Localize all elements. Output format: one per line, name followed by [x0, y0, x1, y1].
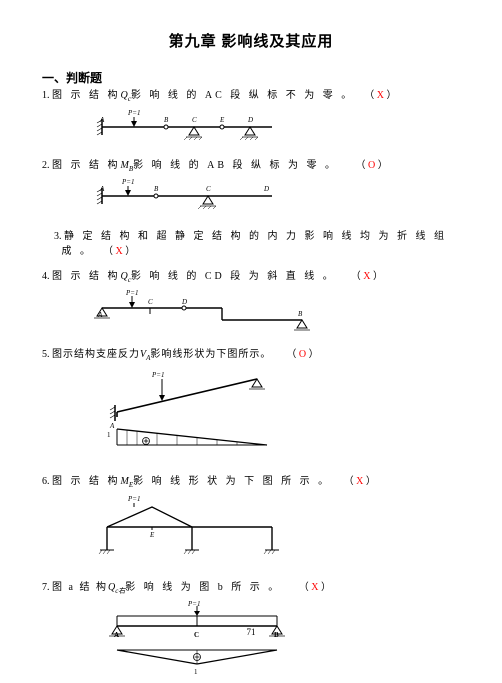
svg-text:E: E: [219, 116, 225, 124]
q4-num: 4.: [42, 271, 50, 282]
diagram-1: A B C E D P=1: [92, 109, 460, 148]
question-7: 7. 图 a 结 构Qc右影 响 线 为 图 b 所 示 。 （ X ）: [42, 580, 460, 597]
diagram-5: P=1 A 1: [92, 367, 460, 464]
q1-num: 1.: [42, 90, 50, 101]
q6-num: 6.: [42, 476, 50, 487]
q7-sub: c右: [115, 587, 125, 595]
q1-paren-close: ）: [384, 90, 397, 101]
svg-text:P=1: P=1: [127, 495, 141, 503]
q4-paren-close: ）: [370, 271, 383, 282]
q2-prefix: 图 示 结 构: [52, 160, 121, 171]
q5-num: 5.: [42, 349, 50, 360]
q7-num: 7.: [42, 582, 50, 593]
svg-text:B: B: [298, 310, 303, 318]
q7-paren-open: （: [299, 582, 312, 593]
q2-paren-close: ）: [375, 160, 388, 171]
q7-suffix: 影 响 线 为 图 b 所 示 。: [125, 582, 281, 593]
svg-text:P=1: P=1: [127, 109, 141, 117]
q1-var: Q: [121, 90, 128, 101]
q4-prefix: 图 示 结 构: [52, 271, 121, 282]
q7-paren-close: ）: [319, 582, 332, 593]
question-5: 5. 图示结构支座反力VA影响线形状为下图所示。 （ O ）: [42, 347, 460, 364]
q1-suffix: 影 响 线 的 AC 段 纵 标 不 为 零 。: [131, 90, 354, 101]
q1-prefix: 图 示 结 构: [52, 90, 121, 101]
svg-text:E: E: [149, 531, 155, 539]
question-1: 1. 图 示 结 构Qc影 响 线 的 AC 段 纵 标 不 为 零 。 （ X…: [42, 88, 460, 105]
q3-paren-close: ）: [123, 246, 136, 257]
q6-suffix: 影 响 线 形 状 为 下 图 所 示 。: [133, 476, 331, 487]
svg-text:C: C: [192, 116, 197, 124]
q6-prefix: 图 示 结 构: [52, 476, 121, 487]
q5-prefix: 图示结构支座反力: [52, 349, 140, 360]
question-4: 4. 图 示 结 构Qc影 响 线 的 CD 段 为 斜 直 线 。 （ X ）: [42, 269, 460, 286]
chapter-title: 第九章 影响线及其应用: [42, 30, 460, 51]
q2-num: 2.: [42, 160, 50, 171]
svg-text:D: D: [181, 298, 187, 306]
svg-text:C: C: [148, 298, 153, 306]
question-3: 3. 静 定 结 构 和 超 静 定 结 构 的 内 力 影 响 线 均 为 折…: [54, 229, 460, 259]
q5-paren-open: （: [286, 349, 299, 360]
diagram-6: P=1 E: [92, 495, 460, 570]
svg-text:B: B: [164, 116, 169, 124]
svg-text:C: C: [206, 185, 211, 193]
svg-text:P=1: P=1: [187, 600, 201, 608]
svg-text:P=1: P=1: [125, 290, 139, 297]
page-number: 71: [0, 627, 502, 637]
svg-text:1: 1: [194, 668, 198, 676]
q6-paren-open: （: [344, 476, 357, 487]
q4-suffix: 影 响 线 的 CD 段 为 斜 直 线 。: [131, 271, 336, 282]
svg-text:1: 1: [107, 431, 111, 439]
q5-paren-close: ）: [306, 349, 319, 360]
q2-suffix: 影 响 线 的 AB 段 纵 标 为 零 。: [133, 160, 338, 171]
svg-text:D: D: [263, 185, 269, 193]
section-header: 一、判断题: [42, 69, 460, 86]
q1-answer: X: [377, 90, 384, 101]
q7-prefix: 图 a 结 构: [52, 582, 108, 593]
question-6: 6. 图 示 结 构ME影 响 线 形 状 为 下 图 所 示 。 （ X ）: [42, 474, 460, 491]
q6-var: M: [121, 476, 129, 487]
svg-text:D: D: [247, 116, 253, 124]
svg-text:A: A: [109, 422, 115, 430]
q5-suffix: 影响线形状为下图所示。: [150, 349, 271, 360]
q3-answer: X: [116, 246, 123, 257]
diagram-2: A B C D P=1: [92, 178, 460, 219]
diagram-7: P=1 A C B 1: [92, 600, 460, 683]
q4-paren-open: （: [351, 271, 364, 282]
q3-paren-open: （: [103, 246, 116, 257]
q3-text2: 成 。: [62, 246, 94, 257]
q4-var: Q: [121, 271, 128, 282]
svg-text:P=1: P=1: [151, 371, 165, 379]
q7-answer: X: [311, 582, 318, 593]
diagram-4: A C D B P=1: [92, 290, 460, 337]
q2-paren-open: （: [356, 160, 369, 171]
q3-num: 3.: [54, 231, 62, 242]
q2-var: M: [121, 160, 129, 171]
q1-paren-open: （: [364, 90, 377, 101]
svg-text:B: B: [154, 185, 159, 193]
q3-text: 静 定 结 构 和 超 静 定 结 构 的 内 力 影 响 线 均 为 折 线 …: [64, 231, 447, 242]
q6-paren-close: ）: [363, 476, 376, 487]
svg-text:P=1: P=1: [121, 178, 135, 186]
question-2: 2. 图 示 结 构MB影 响 线 的 AB 段 纵 标 为 零 。 （ O ）: [42, 158, 460, 175]
